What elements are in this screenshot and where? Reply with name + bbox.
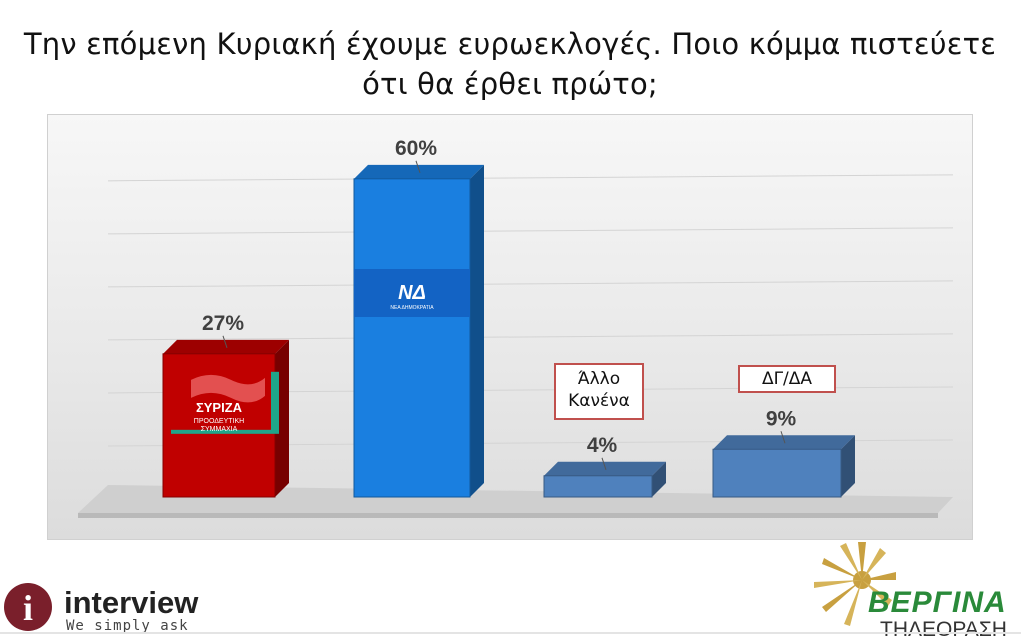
data-label-leader-0 xyxy=(222,335,228,348)
bar-side-2 xyxy=(652,461,666,497)
callout-dk: ΔΓ/ΔΑ xyxy=(738,365,836,393)
bar-2 xyxy=(543,475,653,498)
bar-3 xyxy=(712,448,842,498)
syriza-logo-name: ΣΥΡΙΖΑ xyxy=(196,400,243,415)
interview-info-icon xyxy=(4,583,52,631)
data-label-2: 4% xyxy=(587,434,618,457)
gridline-60 xyxy=(107,174,954,182)
syriza-logo-sub-1: ΠΡΟΟΔΕΥΤΙΚΗ xyxy=(194,418,244,425)
vergina-sun-icon xyxy=(814,542,896,626)
chart-floor-edge xyxy=(78,513,938,518)
callout-dk-label: ΔΓ/ΔΑ xyxy=(761,369,813,389)
bar-top-3 xyxy=(713,435,855,450)
chart-title: Την επόμενη Κυριακή έχουμε ευρωεκλογές. … xyxy=(20,24,1000,104)
interview-logo: i interview We simply ask xyxy=(4,583,199,634)
chart-floor xyxy=(78,485,953,513)
vergina-wordmark: ΒΕΡΓΙΝΑ xyxy=(868,586,1007,619)
bar-top-1 xyxy=(354,164,484,179)
data-label-leader-1 xyxy=(415,160,421,173)
bar-side-1 xyxy=(470,164,484,497)
bar-side-3 xyxy=(841,435,855,497)
callout-other-line-1: Άλλο xyxy=(577,369,621,389)
syriza-logo-sub-2: ΣΥΜΜΑΧΙΑ xyxy=(201,426,238,433)
data-label-leader-2 xyxy=(601,457,607,470)
data-label-leader-3 xyxy=(780,431,786,444)
callout-other-line-2: Κανένα xyxy=(568,391,630,411)
nd-logo-mark: ΝΔ xyxy=(398,282,426,304)
gridline-30 xyxy=(107,333,954,341)
data-label-0: 27% xyxy=(202,312,244,335)
bar-top-2 xyxy=(544,461,666,476)
bar-1 xyxy=(353,178,471,498)
interview-icon-letter: i xyxy=(23,588,33,628)
bar-top-0 xyxy=(163,339,289,354)
data-label-1: 60% xyxy=(395,137,437,160)
chart-title-line-1: Την επόμενη Κυριακή έχουμε ευρωεκλογές. … xyxy=(23,27,997,61)
nd-logo-sub: ΝΕΑ ΔΗΜΟΚΡΑΤΙΑ xyxy=(390,305,434,311)
chart-title-line-2: ότι θα έρθει πρώτο; xyxy=(362,67,658,101)
callout-other: Άλλο Κανένα xyxy=(554,363,644,420)
nd-logo xyxy=(354,269,470,317)
bottom-rule xyxy=(0,632,1021,634)
syriza-flag-icon xyxy=(191,374,265,403)
gridline-40 xyxy=(107,280,954,288)
vergina-subtitle: ΤΗΛΕΟΡΑΣΗ xyxy=(880,618,1007,640)
vergina-logo: ΒΕΡΓΙΝΑ ΤΗΛΕΟΡΑΣΗ xyxy=(814,542,1007,640)
interview-tagline: We simply ask xyxy=(66,618,189,634)
data-label-3: 9% xyxy=(766,407,797,430)
chart-panel: 27% 60% 4% 9% ΣΥΡΙΖΑ ΠΡΟΟΔΕΥΤΙΚΗ ΣΥΜΜΑΧΙΑ ΝΔ ΝΕΑ… xyxy=(47,114,973,540)
gridline-50 xyxy=(107,227,954,235)
interview-wordmark: interview xyxy=(64,585,199,620)
